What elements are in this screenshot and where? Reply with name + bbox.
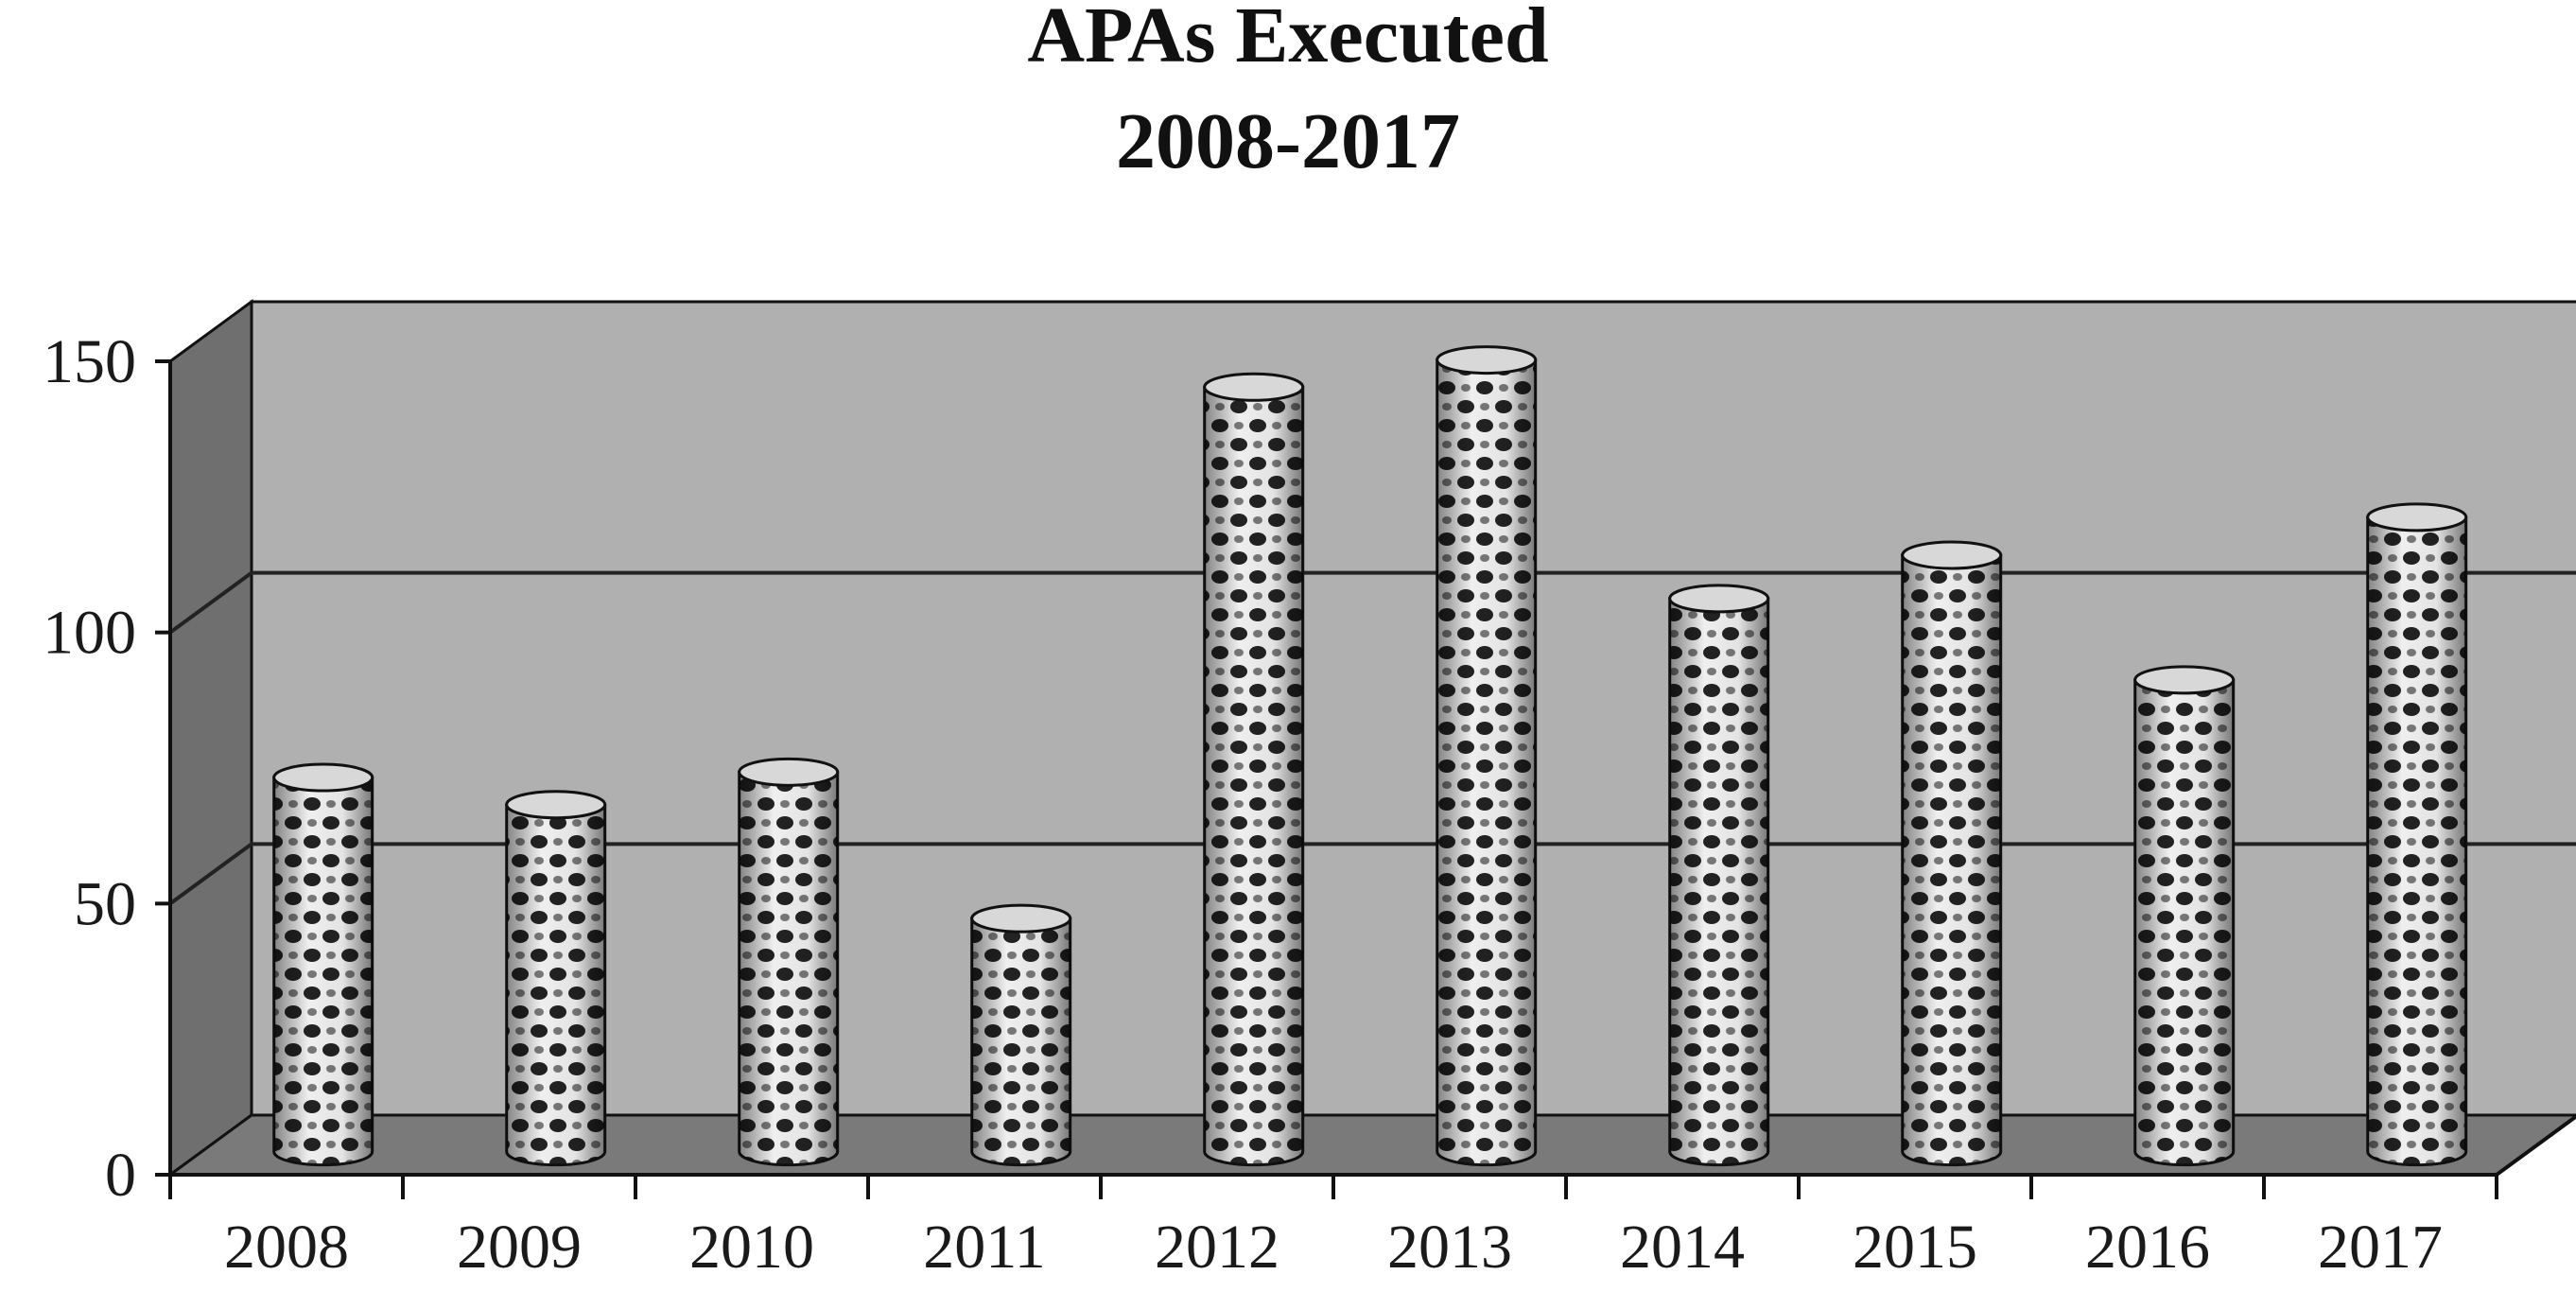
- bar-top-2012: [1203, 372, 1305, 402]
- bar-shade-2008: [273, 777, 373, 1165]
- x-tick-label-2014: 2014: [1620, 1213, 1745, 1282]
- bar-2011: [970, 903, 1072, 1167]
- x-tick-labels: 2008 2009 2010 2011 2012 2013 2014 2015 2016 2017: [224, 1213, 2443, 1282]
- x-tick-label-2008: 2008: [224, 1213, 349, 1282]
- bar-top-2015: [1901, 540, 2003, 570]
- bar-2010: [738, 757, 840, 1167]
- floor-right-edge: [2495, 1113, 2576, 1177]
- bar-shade-2017: [2367, 516, 2466, 1165]
- bar-2014: [1668, 584, 1770, 1167]
- bar-shade-2014: [1669, 598, 1768, 1165]
- bar-top-2009: [505, 790, 607, 820]
- y-tick-labels: 0 50 100 150: [43, 327, 136, 1210]
- bar-2009: [505, 790, 607, 1167]
- bar-shade-2015: [1902, 554, 2001, 1165]
- x-tick-label-2010: 2010: [689, 1213, 814, 1282]
- gridline-100: [168, 570, 2576, 635]
- x-tick-label-2012: 2012: [1155, 1213, 1279, 1282]
- x-tick-label-2015: 2015: [1853, 1213, 1977, 1282]
- chart-title-line-2: 2008-2017: [1116, 97, 1460, 185]
- bars: [272, 345, 2468, 1167]
- bar-shade-2010: [739, 772, 838, 1165]
- bar-2016: [2133, 665, 2236, 1167]
- axes: [155, 359, 2576, 1199]
- bar-2008: [272, 762, 374, 1167]
- bar-shade-2016: [2134, 679, 2234, 1165]
- gridline-50: [168, 842, 2576, 905]
- x-tick-label-2017: 2017: [2318, 1213, 2443, 1282]
- x-tick-label-2016: 2016: [2085, 1213, 2210, 1282]
- gridlines: [168, 570, 2576, 905]
- bar-top-2017: [2366, 502, 2468, 533]
- y-tick-label-50: 50: [74, 869, 136, 938]
- x-tick-label-2013: 2013: [1387, 1213, 1512, 1282]
- bar-2017: [2366, 502, 2468, 1167]
- bar-top-2008: [272, 762, 374, 793]
- side-wall: [168, 299, 253, 1178]
- bar-top-2013: [1436, 345, 1538, 375]
- x-tick-label-2011: 2011: [923, 1213, 1046, 1282]
- bar-shade-2012: [1204, 387, 1303, 1165]
- bar-top-2011: [970, 903, 1072, 934]
- bar-2012: [1203, 372, 1305, 1167]
- y-tick-label-100: 100: [43, 599, 136, 668]
- bar-shade-2009: [506, 804, 605, 1165]
- bar-top-2014: [1668, 584, 1770, 614]
- bar-shade-2013: [1436, 359, 1536, 1165]
- y-tick-label-150: 150: [43, 327, 136, 396]
- bar-2015: [1901, 540, 2003, 1167]
- x-tick-label-2009: 2009: [457, 1213, 582, 1282]
- y-tick-label-0: 0: [105, 1141, 136, 1210]
- chart-title: APAs Executed 2008-2017: [0, 0, 2576, 195]
- bar-shade-2011: [971, 918, 1070, 1165]
- bar-2013: [1436, 345, 1538, 1167]
- bar-top-2010: [738, 757, 840, 787]
- chart-title-line-1: APAs Executed: [1027, 0, 1549, 79]
- bar-top-2016: [2133, 665, 2236, 695]
